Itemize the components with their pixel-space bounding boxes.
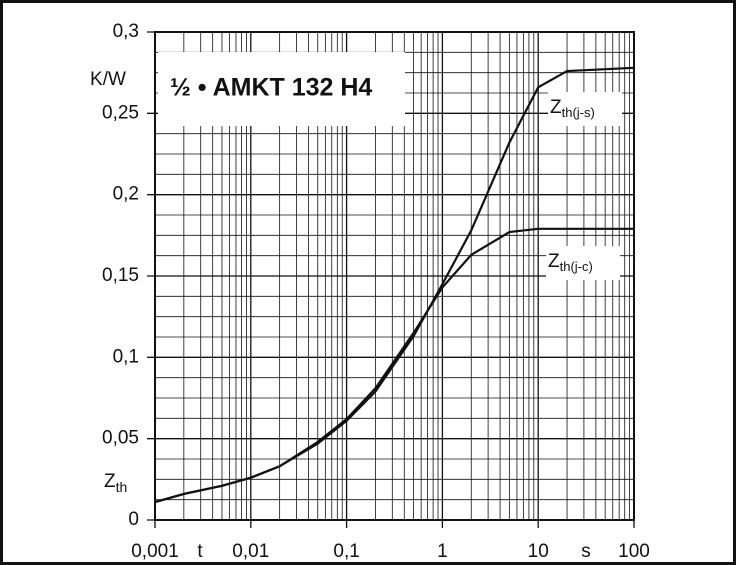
x-label: t — [197, 541, 203, 562]
y-tick-label: 0 — [128, 509, 139, 530]
series-label-bg — [546, 246, 620, 280]
plot-border — [154, 31, 635, 521]
x-tick-label: 1 — [437, 541, 448, 562]
y-tick-label: 0,05 — [102, 428, 139, 449]
y-tick-label: 0,3 — [113, 21, 139, 42]
x-tick-label: 0,001 — [131, 541, 179, 562]
x-unit: s — [581, 541, 591, 562]
chart-title: ½ • AMKT 132 H4 — [170, 74, 372, 102]
series-line — [154, 227, 634, 504]
x-tick-label: 0,1 — [333, 541, 359, 562]
x-tick-label: 100 — [618, 541, 650, 562]
y-tick-label: 0,1 — [113, 346, 139, 367]
y-tick-label: 0,25 — [102, 102, 139, 123]
y-label-main: Z — [104, 471, 116, 492]
y-tick-label: 0,15 — [102, 265, 139, 286]
title-box — [158, 52, 405, 126]
y-label-sub: th — [116, 479, 128, 495]
y-label: Zth — [104, 471, 127, 495]
y-unit: K/W — [90, 69, 126, 90]
series-label: Zth(j-s) — [550, 97, 595, 120]
x-tick-label: 10 — [528, 541, 549, 562]
x-tick-label: 0,01 — [232, 541, 269, 562]
series-label-bg — [548, 92, 622, 126]
y-tick-label: 0,2 — [113, 184, 139, 205]
series-label: Zth(j-c) — [548, 251, 593, 274]
